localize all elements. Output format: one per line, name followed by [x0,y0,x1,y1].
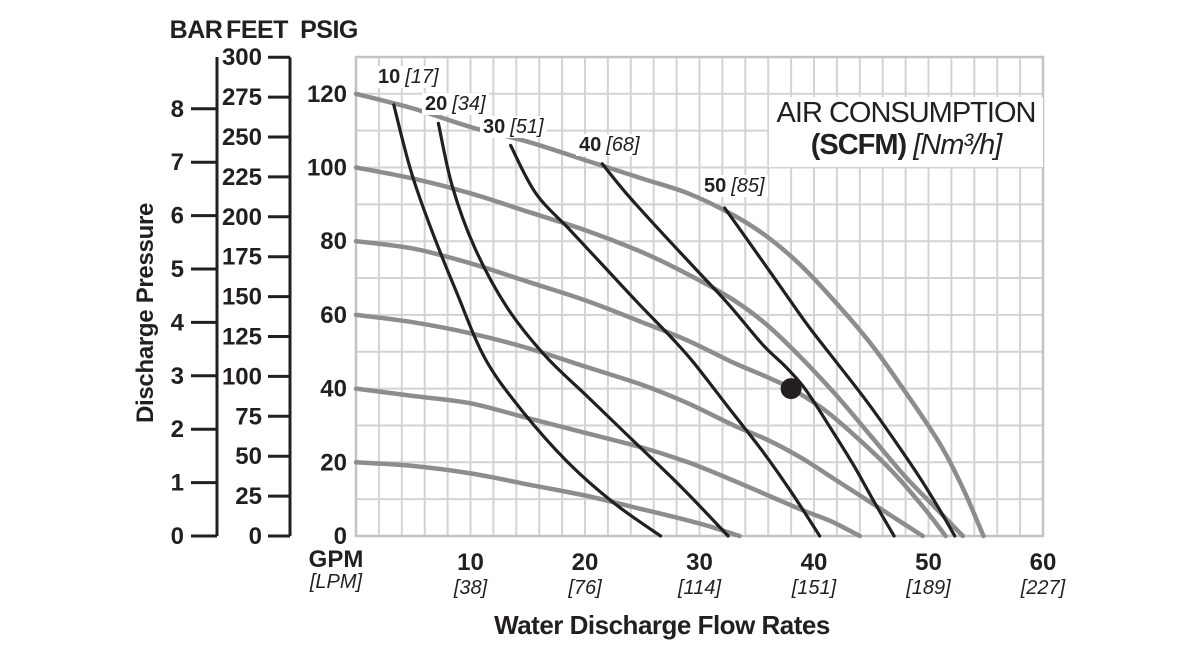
lpm-tick-label: [114] [677,577,721,599]
psig-tick-label: 60 [320,302,347,329]
air-line-40scfm [600,162,896,538]
air-line-30-nm3h: [51] [510,116,544,138]
psig-tick-label: 20 [320,449,347,476]
bar-tick-label: 2 [171,416,184,443]
lpm-tick-label: [227] [1020,577,1066,599]
feet-tick-label: 175 [222,244,262,271]
air-line-10-scfm: 10 [378,66,401,88]
x-axis-unit-gpm: GPM [308,546,364,573]
air-line-20-scfm: 20 [425,93,448,115]
bar-tick-label: 8 [171,96,184,123]
air-line-20scfm [436,121,730,538]
y-axis-title: Discharge Pressure [132,202,159,424]
psig-tick-label: 120 [307,81,347,108]
feet-tick-label: 0 [249,523,262,550]
pump-curve-80psig [353,238,948,539]
gpm-tick-label: 10 [457,549,484,576]
bar-tick-label: 6 [171,203,184,230]
gpm-tick-label: 60 [1030,549,1057,576]
operating-point-dot [780,378,802,400]
bar-tick-label: 3 [171,363,184,390]
pump-curve-20psig [353,460,742,539]
air-line-10-nm3h: [17] [405,66,439,88]
gpm-tick-label: 50 [915,549,942,576]
gpm-tick-label: 40 [801,549,828,576]
air-line-40-scfm: 40 [579,134,602,156]
bar-tick-label: 7 [171,149,184,176]
x-axis-title: Water Discharge Flow Rates [494,610,830,640]
bar-tick-label: 4 [171,309,185,336]
chart-title-line2: (SCFM) [Nm³/h] [769,129,1043,161]
psig-tick-label: 0 [334,523,347,550]
air-line-10scfm [392,103,663,538]
air-line-40-nm3h: [68] [606,134,640,156]
air-line-50-nm3h: [85] [731,175,765,197]
air-line-label-50: 50 [85] [701,175,768,197]
air-line-20-nm3h: [34] [452,93,486,115]
psig-scale-header: PSIG [300,16,358,44]
feet-tick-label: 50 [235,443,262,470]
lpm-tick-label: [189] [905,577,951,599]
plot-frame [354,55,1045,538]
feet-tick-label: 300 [222,44,262,71]
feet-tick-label: 200 [222,204,262,231]
x-axis-unit-caption: GPM [LPM] [294,546,378,594]
feet-tick-label: 100 [222,363,262,390]
pressure-rulers-layer [191,55,292,538]
air-line-50scfm [723,206,957,538]
gpm-tick-label: 20 [572,549,599,576]
operating-point-layer [780,378,802,400]
air-line-50-scfm: 50 [704,175,727,197]
air-line-label-40: 40 [68] [576,134,643,156]
psig-tick-label: 80 [320,228,347,255]
feet-tick-label: 250 [222,124,262,151]
feet-tick-label: 150 [222,284,262,311]
air-line-label-30: 30 [51] [480,116,547,138]
feet-scale-header: FEET [226,16,288,44]
lpm-tick-label: [76] [567,577,602,599]
chart-title-line1: AIR CONSUMPTION [776,97,1037,129]
pump-curves-layer [353,91,986,539]
feet-tick-label: 225 [222,164,262,191]
air-line-30-scfm: 30 [483,116,506,138]
plot-frame-layer [354,55,1045,538]
air-line-label-10: 10 [17] [375,66,442,88]
chart-title-nm3h: [Nm³/h] [913,129,1002,162]
feet-tick-label: 75 [235,403,262,430]
x-axis-unit-lpm: [LPM] [309,571,363,593]
bar-tick-label: 5 [171,256,184,283]
feet-tick-label: 125 [222,324,262,351]
air-line-label-20: 20 [34] [422,93,489,115]
lpm-tick-label: [151] [791,577,837,599]
tick-labels-layer: 0123456780255075100125150175200225250275… [171,44,1066,599]
gpm-tick-label: 30 [686,549,713,576]
bar-tick-label: 0 [171,523,184,550]
bar-tick-label: 1 [171,470,184,497]
feet-tick-label: 25 [235,483,262,510]
air-line-30scfm [509,143,822,538]
psig-tick-label: 40 [320,376,347,403]
bar-scale-header: BAR [169,16,223,44]
chart-title: AIR CONSUMPTION (SCFM) [Nm³/h] [769,97,1043,167]
feet-tick-label: 275 [222,84,262,111]
psig-tick-label: 100 [307,155,347,182]
lpm-tick-label: [38] [453,577,488,599]
chart-title-scfm: (SCFM) [810,129,907,162]
pump-curve-100psig [353,165,966,539]
air-lines-layer [392,103,957,538]
